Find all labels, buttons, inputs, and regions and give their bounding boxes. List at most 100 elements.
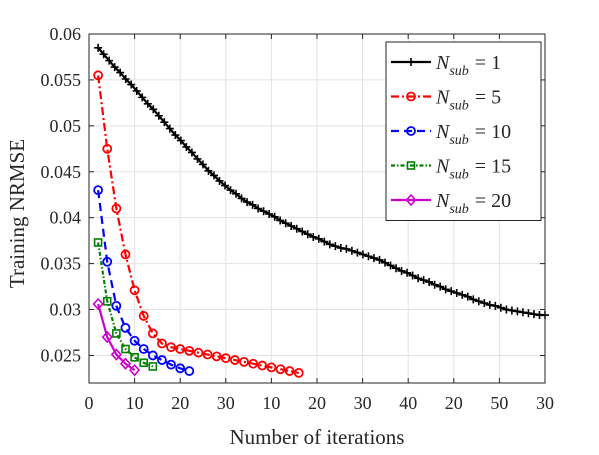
- data-point: [184, 345, 195, 356]
- data-point: [281, 219, 290, 228]
- data-point: [102, 256, 113, 267]
- data-point: [397, 266, 406, 275]
- data-point: [480, 299, 489, 308]
- y-tick-label: 0.05: [50, 116, 82, 136]
- series-4: [93, 238, 158, 371]
- data-point: [116, 68, 125, 77]
- data-point: [121, 344, 130, 354]
- data-point: [284, 366, 295, 376]
- data-point: [129, 363, 141, 377]
- data-point: [485, 300, 494, 309]
- data-point: [243, 198, 252, 207]
- data-point: [147, 328, 158, 339]
- data-point: [491, 301, 500, 310]
- legend-entry-2: Nsub = 5: [391, 87, 501, 114]
- x-axis-label: Number of iterations: [230, 425, 405, 449]
- legend-label-main: N: [435, 87, 451, 109]
- y-tick-label: 0.03: [50, 300, 82, 320]
- data-point: [430, 280, 439, 289]
- data-point: [120, 249, 131, 260]
- data-point: [93, 185, 104, 196]
- legend-label-main: N: [435, 190, 451, 212]
- data-point: [112, 329, 121, 338]
- data-point: [220, 353, 231, 364]
- legend-entry-4: Nsub = 15: [391, 156, 511, 183]
- data-point: [386, 261, 395, 270]
- data-point: [237, 194, 246, 203]
- data-point: [265, 210, 274, 219]
- data-point: [474, 297, 483, 306]
- data-point: [138, 311, 149, 321]
- data-point: [524, 309, 533, 318]
- x-tick-label: 0: [85, 393, 94, 413]
- data-point: [507, 306, 516, 315]
- data-point: [513, 307, 522, 316]
- data-point: [270, 212, 279, 221]
- data-point: [347, 246, 356, 255]
- data-point: [392, 264, 401, 273]
- data-point: [463, 292, 472, 301]
- y-tick-label: 0.055: [41, 70, 82, 90]
- data-point: [276, 216, 285, 225]
- data-point: [518, 308, 527, 317]
- data-point: [198, 160, 207, 169]
- data-point: [364, 252, 373, 261]
- legend-label-value: = 1: [475, 52, 501, 74]
- legend-label-sub: sub: [449, 133, 468, 148]
- legend-label-main: N: [435, 52, 451, 74]
- data-point: [209, 171, 218, 180]
- legend-label-sub: sub: [449, 168, 468, 183]
- data-point: [202, 349, 213, 360]
- data-point: [342, 244, 351, 253]
- data-point: [215, 176, 224, 185]
- x-tick-label: 20: [308, 393, 326, 413]
- data-point: [298, 227, 307, 236]
- data-point: [496, 303, 505, 312]
- y-tick-label: 0.06: [50, 24, 82, 44]
- data-point: [259, 207, 268, 216]
- x-tick-label: 10: [262, 393, 280, 413]
- data-point: [441, 285, 450, 294]
- data-point: [408, 271, 417, 280]
- data-point: [166, 342, 176, 353]
- data-point: [292, 224, 301, 233]
- data-point: [175, 363, 186, 374]
- legend-label-main: N: [435, 156, 451, 178]
- legend-label: Nsub = 20: [435, 190, 511, 217]
- data-point: [320, 237, 329, 246]
- data-point: [436, 282, 445, 291]
- data-point: [266, 362, 277, 373]
- data-point: [232, 189, 241, 198]
- series-line: [97, 189, 190, 373]
- y-tick-label: 0.045: [41, 162, 82, 182]
- legend: Nsub = 1 Nsub = 5 Nsub = 10 Nsub = 15 Nsub = 20: [385, 41, 542, 221]
- data-point: [419, 276, 428, 285]
- data-point: [358, 250, 367, 259]
- data-point: [138, 344, 149, 354]
- legend-entry-1: Nsub = 1: [391, 52, 501, 79]
- x-tick-label: 30: [354, 393, 372, 413]
- axis-ticks: 0 10 20 30 10 20 30 40 20 50 30 0.025 0.03 0.035 0.04 0…: [41, 24, 555, 413]
- data-point: [403, 268, 412, 277]
- data-point: [425, 277, 434, 286]
- data-point: [275, 364, 286, 375]
- legend-marker: [406, 126, 416, 136]
- series-2: [93, 70, 304, 378]
- data-point: [99, 50, 108, 59]
- legend-label-sub: sub: [449, 202, 468, 217]
- series-5: [92, 297, 141, 377]
- series-line: [97, 75, 299, 374]
- data-point: [529, 310, 538, 319]
- data-point: [147, 350, 158, 361]
- data-point: [257, 360, 268, 371]
- data-point: [94, 43, 103, 52]
- legend-label-main: N: [435, 121, 451, 143]
- x-tick-label: 40: [399, 393, 417, 413]
- data-point: [193, 154, 202, 163]
- data-point: [93, 70, 104, 81]
- series-1: [94, 43, 549, 320]
- data-point: [452, 288, 461, 297]
- data-point: [502, 305, 511, 314]
- data-point: [331, 242, 340, 251]
